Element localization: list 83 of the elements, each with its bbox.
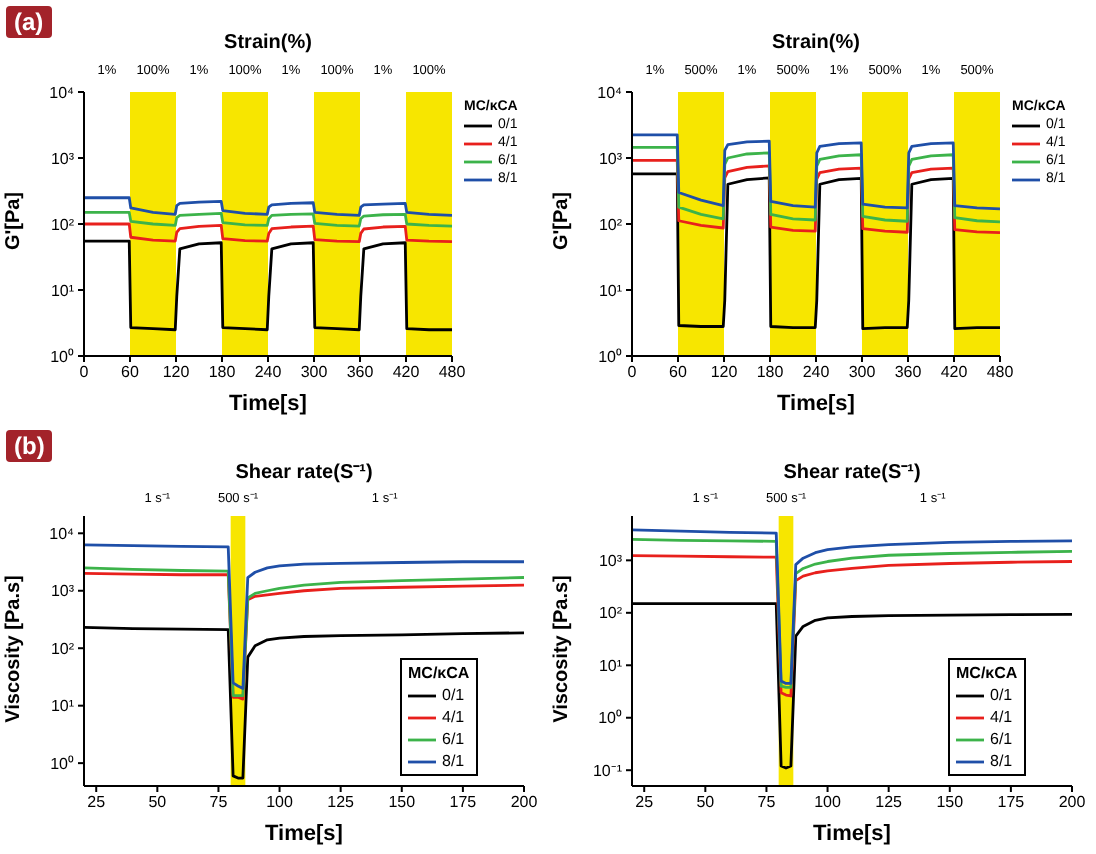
x-axis-title: Time[s] (263, 822, 345, 846)
y-axis-title: G'[Pa] (3, 189, 25, 255)
x-tick-label: 120 (710, 363, 739, 382)
x-tick-label: 200 (1058, 793, 1087, 812)
line-series (84, 543, 524, 690)
x-tick-label: 420 (940, 363, 969, 382)
y-tick-label: 10² (598, 215, 623, 234)
y-tick-label: 10⁴ (49, 83, 76, 102)
x-tick-label: 420 (392, 363, 421, 382)
y-tick-label: 10¹ (50, 697, 75, 716)
x-tick-label: 150 (936, 793, 965, 812)
y-tick-label: 10² (50, 639, 75, 658)
y-axis-title: Viscosity [Pa.s] (551, 572, 573, 727)
y-tick-label: 10³ (598, 552, 623, 571)
x-tick-label: 360 (346, 363, 375, 382)
y-tick-label: 10³ (50, 149, 75, 168)
y-tick-label: 10³ (50, 582, 75, 601)
x-tick-label: 0 (627, 363, 638, 382)
chart-title: Strain(%) (770, 32, 862, 54)
x-tick-label: 25 (635, 793, 655, 812)
x-axis-title: Time[s] (227, 392, 309, 416)
y-tick-label: 10⁻¹ (592, 761, 623, 780)
legend-label: 8/1 (990, 750, 1013, 772)
x-axis-title: Time[s] (811, 822, 893, 846)
line-series (84, 196, 452, 217)
x-axis-title: Time[s] (775, 392, 857, 416)
x-tick-label: 120 (162, 363, 191, 382)
x-tick-label: 240 (254, 363, 283, 382)
x-tick-label: 300 (848, 363, 877, 382)
line-series (84, 222, 452, 244)
x-tick-label: 175 (997, 793, 1026, 812)
legend-label: 0/1 (990, 684, 1013, 706)
legend-label: 4/1 (990, 706, 1013, 728)
legend-label: 6/1 (990, 728, 1013, 750)
y-tick-label: 10¹ (50, 281, 75, 300)
y-axis-title: Viscosity [Pa.s] (3, 572, 25, 727)
x-tick-label: 50 (696, 793, 716, 812)
y-tick-label: 10² (598, 604, 623, 623)
x-tick-label: 125 (875, 793, 904, 812)
chart-title: Shear rate(S⁻¹) (233, 460, 375, 484)
x-tick-label: 360 (894, 363, 923, 382)
chart-title: Strain(%) (222, 32, 314, 54)
x-tick-label: 480 (986, 363, 1015, 382)
line-series (84, 210, 452, 228)
x-tick-label: 180 (756, 363, 785, 382)
x-tick-label: 0 (79, 363, 90, 382)
y-tick-label: 10⁰ (50, 754, 74, 773)
x-tick-label: 75 (209, 793, 229, 812)
x-tick-label: 240 (802, 363, 831, 382)
y-tick-label: 10⁰ (598, 709, 622, 728)
legend-title: MC/κCA (408, 662, 470, 684)
y-tick-label: 10⁰ (50, 347, 74, 366)
text: (a) (6, 6, 52, 38)
legend-label: 4/1 (442, 706, 465, 728)
y-tick-label: 10² (50, 215, 75, 234)
y-tick-label: 10¹ (598, 281, 623, 300)
legend-label: 0/1 (442, 684, 465, 706)
legend-label: 8/1 (442, 750, 465, 772)
x-tick-label: 200 (510, 793, 539, 812)
x-tick-label: 125 (327, 793, 356, 812)
legend-label: 6/1 (442, 728, 465, 750)
x-tick-label: 75 (757, 793, 777, 812)
chart-title: Shear rate(S⁻¹) (781, 460, 923, 484)
x-tick-label: 300 (300, 363, 329, 382)
x-tick-label: 100 (266, 793, 294, 812)
x-tick-label: 50 (148, 793, 168, 812)
x-tick-label: 60 (121, 363, 140, 382)
y-axis-title: G'[Pa] (551, 189, 573, 255)
x-tick-label: 175 (449, 793, 478, 812)
y-tick-label: 10³ (598, 149, 623, 168)
y-tick-label: 10⁰ (598, 347, 622, 366)
x-tick-label: 100 (814, 793, 842, 812)
x-tick-label: 180 (208, 363, 237, 382)
legend-title: MC/κCA (956, 662, 1018, 684)
x-tick-label: 480 (438, 363, 467, 382)
y-tick-label: 10⁴ (597, 83, 624, 102)
y-tick-label: 10¹ (598, 656, 623, 675)
x-tick-label: 60 (669, 363, 688, 382)
y-tick-label: 10⁴ (49, 524, 76, 543)
x-tick-label: 25 (87, 793, 107, 812)
x-tick-label: 150 (388, 793, 417, 812)
text: (b) (6, 430, 53, 462)
line-series (632, 133, 1000, 211)
